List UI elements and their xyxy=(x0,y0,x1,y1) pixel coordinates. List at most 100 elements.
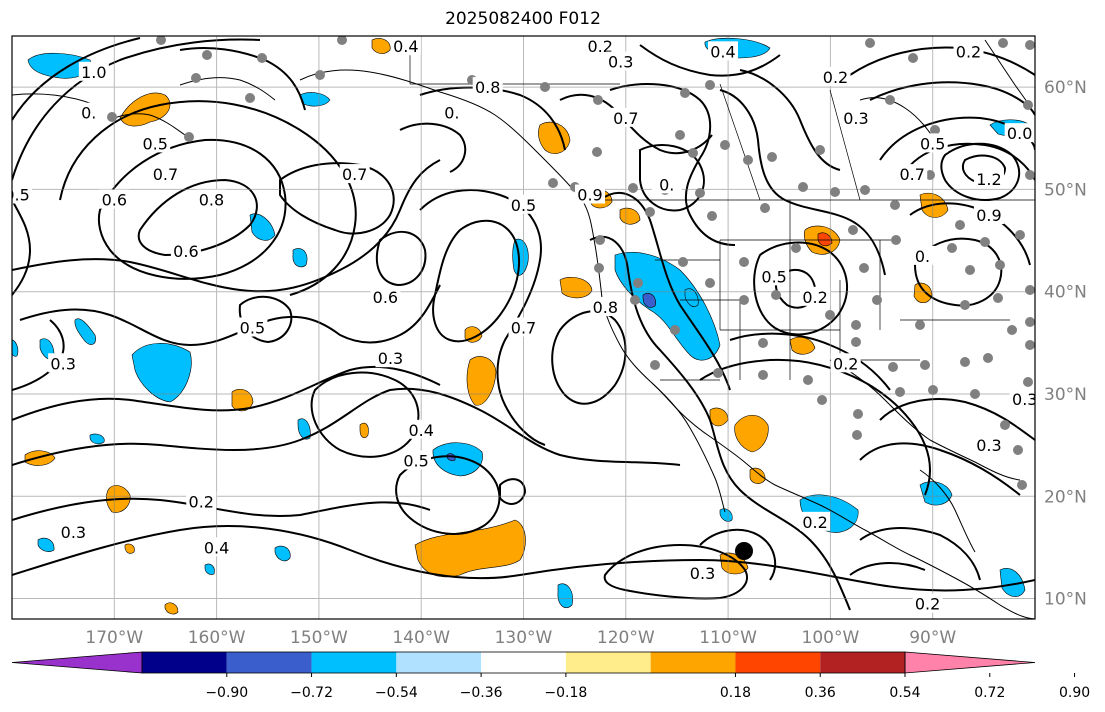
contour-label: 0.3 xyxy=(378,349,403,368)
contour-label-bg xyxy=(1009,389,1035,409)
contour-label: 0.3 xyxy=(1012,390,1037,409)
contour-label: 0.2 xyxy=(802,288,827,307)
contour-label: 0. xyxy=(659,175,674,194)
contour-label-bg xyxy=(820,66,851,86)
contour-label: 0. xyxy=(915,247,930,266)
map-title: 2025082400 F012 xyxy=(445,9,601,29)
contour-label-bg xyxy=(1004,123,1035,143)
contour-label: 0.2 xyxy=(833,354,858,373)
contour-label: 0.7 xyxy=(511,319,536,338)
contour-label: 0.3 xyxy=(690,564,715,583)
colorbar-segment xyxy=(735,652,821,673)
longitude-axis: 170°W 160°W 150°W 140°W 130°W 120°W 110°W 100°W… xyxy=(85,628,956,648)
colorbar-extend-low xyxy=(11,651,143,674)
lat-tick-label: 60°N xyxy=(1044,78,1087,98)
colorbar-segment xyxy=(226,652,312,673)
colorbar-frame xyxy=(141,651,906,674)
contour-label: 0. xyxy=(444,104,459,123)
colorbar-tick-label: −0.36 xyxy=(460,685,503,701)
contour-label-bg xyxy=(605,51,636,71)
contour-label: 0.5 xyxy=(403,451,428,470)
contour-label-bg xyxy=(140,133,171,153)
latitude-axis: 60°N 50°N 40°N 30°N 20°N 10°N xyxy=(1044,78,1087,609)
lat-tick-label: 30°N xyxy=(1044,385,1087,405)
contour-label-bg xyxy=(610,107,641,127)
lat-tick-label: 40°N xyxy=(1044,283,1087,303)
contour-label-bg xyxy=(907,245,938,265)
contour-label: 0.7 xyxy=(153,165,178,184)
station-markers xyxy=(107,36,1035,490)
colorbar-tick-label: 0.54 xyxy=(889,685,920,701)
contour-label-bg xyxy=(78,61,109,81)
contour-label: 0.5 xyxy=(240,319,265,338)
contour-label-bg xyxy=(759,266,790,286)
contour-label-bg xyxy=(375,348,406,368)
contour-label-bg xyxy=(897,164,928,184)
plot-frame xyxy=(11,35,1036,620)
contour-label-bg xyxy=(73,102,104,122)
contour-label: 1.0 xyxy=(81,63,106,82)
storm-center-marker[interactable] xyxy=(735,542,753,560)
contour-label-bg xyxy=(201,537,232,557)
lon-tick-label: 120°W xyxy=(597,628,655,648)
contour-label-bg xyxy=(585,36,616,56)
lon-tick-label: 170°W xyxy=(85,628,143,648)
colorbar-segment xyxy=(565,652,651,673)
contour-label: 0.6 xyxy=(373,288,398,307)
contour-label: 0.8 xyxy=(475,78,500,97)
contour-label-bg xyxy=(390,36,421,56)
contour-label-bg xyxy=(912,593,943,613)
lon-tick-label: 140°W xyxy=(392,628,450,648)
lon-tick-label: 110°W xyxy=(699,628,757,648)
lon-tick-label: 130°W xyxy=(495,628,553,648)
contour-lines xyxy=(12,37,1035,611)
colorbar-tick-label: 0.36 xyxy=(805,685,836,701)
contour-label: 0.2 xyxy=(189,492,214,511)
contour-label: 0.9 xyxy=(976,206,1001,225)
contour-label: 1.2 xyxy=(976,170,1001,189)
contour-label: 0.4 xyxy=(393,37,418,56)
colorbar-tick-label: −0.72 xyxy=(290,685,333,701)
contour-label: 0.3 xyxy=(843,109,868,128)
contour-label-bg xyxy=(574,184,605,204)
colorbar-extend-high xyxy=(904,651,1036,674)
contour-label: 0.9 xyxy=(577,186,602,205)
contour-label: 0.7 xyxy=(613,109,638,128)
contour-label-bg xyxy=(99,189,130,209)
colorbar-tick-label: −0.54 xyxy=(375,685,418,701)
shaded-anomalies xyxy=(12,37,1031,615)
contour-label: 0.2 xyxy=(956,42,981,61)
political-borders xyxy=(409,40,1035,381)
contour-label-bg xyxy=(406,419,437,439)
contour-label: 0.2 xyxy=(587,37,612,56)
contour-label-bg xyxy=(339,164,370,184)
contour-label-bg xyxy=(370,286,401,306)
contour-label-bg xyxy=(58,522,89,542)
colorbar-segment xyxy=(142,652,227,673)
contour-label-bg xyxy=(401,450,432,470)
colorbar-tick-label: −0.90 xyxy=(205,685,248,701)
contour-label-bg xyxy=(973,169,1004,189)
lon-tick-label: 90°W xyxy=(909,628,956,648)
colorbar-tick-label: −0.18 xyxy=(544,685,587,701)
lon-tick-label: 150°W xyxy=(290,628,348,648)
contour-label-bg xyxy=(436,102,467,122)
contour-label: 0. xyxy=(81,104,96,123)
contour-label-bg xyxy=(170,240,201,260)
contour-label: 0.7 xyxy=(900,165,925,184)
contour-label: 0.4 xyxy=(710,42,735,61)
contour-label: 0.4 xyxy=(204,538,229,557)
colorbar-segment xyxy=(396,652,482,673)
contour-label-bg xyxy=(707,41,738,61)
colorbar-tick-label: 0.18 xyxy=(720,685,751,701)
contour-label: 0.5 xyxy=(511,196,536,215)
contour-label-bg xyxy=(840,107,871,127)
contour-label: 0.6 xyxy=(173,242,198,261)
contour-label-bg xyxy=(800,286,831,306)
contour-label-bg xyxy=(196,189,227,209)
colorbar-segment xyxy=(650,652,736,673)
contour-label-bg xyxy=(830,353,861,373)
contour-label-bg xyxy=(973,204,1004,224)
colorbar-tick-label: 0.90 xyxy=(1059,685,1090,701)
